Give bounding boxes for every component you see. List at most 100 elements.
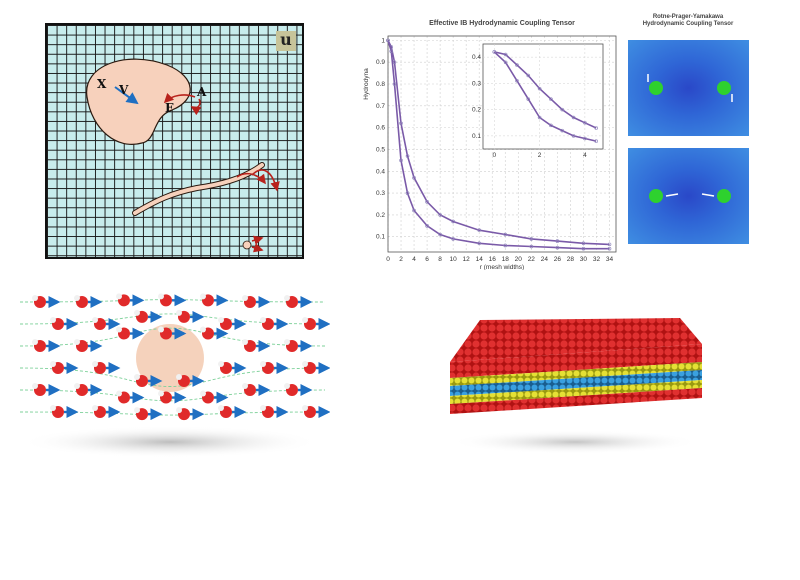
hydrogen-atom bbox=[50, 317, 56, 323]
inset-series-line bbox=[493, 51, 597, 142]
inset-y-tick-label: 0.3 bbox=[472, 80, 481, 87]
slab-front-blue bbox=[450, 370, 702, 396]
x-tick-label: 12 bbox=[463, 256, 471, 263]
sphere-left bbox=[649, 189, 663, 203]
hydrogen-atom bbox=[200, 293, 206, 300]
area-label: A bbox=[197, 85, 207, 99]
data-point bbox=[412, 208, 416, 213]
force-arrow bbox=[236, 172, 266, 185]
inset-y-tick-label: 0.4 bbox=[472, 54, 481, 61]
data-point bbox=[529, 237, 534, 241]
hydrogen-atom bbox=[50, 361, 56, 367]
data-point bbox=[477, 241, 481, 246]
force-arrow bbox=[251, 243, 264, 253]
data-point bbox=[425, 224, 429, 228]
y-tick-label: 0.7 bbox=[376, 103, 385, 110]
hydrogen-atom bbox=[302, 405, 308, 411]
data-point bbox=[594, 126, 599, 130]
sphere-right bbox=[717, 81, 731, 95]
hydrogen-atom bbox=[284, 295, 290, 301]
x-axis-label: r (mesh widths) bbox=[480, 264, 524, 270]
data-point bbox=[594, 139, 599, 143]
velocity-label: V bbox=[119, 83, 129, 97]
x-tick-label: 24 bbox=[541, 256, 549, 263]
hydrogen-atom bbox=[74, 295, 80, 301]
fiber-fill bbox=[133, 163, 264, 215]
data-point bbox=[581, 241, 586, 246]
hydrogen-atom bbox=[32, 295, 38, 301]
heatmap-title-line1: Rotne-Prager-Yamakawa bbox=[652, 14, 724, 20]
hydrogen-atom bbox=[218, 405, 224, 411]
data-point bbox=[555, 239, 560, 243]
heatmap-title-line2: Hydrodynamic Coupling Tensor bbox=[642, 21, 734, 27]
force-arrow bbox=[251, 169, 280, 192]
hydrogen-atom bbox=[176, 373, 182, 380]
hydrogen-atom bbox=[260, 361, 266, 367]
hydrogen-atom bbox=[158, 390, 164, 397]
inset-frame bbox=[482, 43, 604, 150]
data-point bbox=[537, 86, 542, 91]
data-point bbox=[515, 63, 519, 67]
x-tick-label: 32 bbox=[593, 256, 601, 263]
hydrogen-atom bbox=[242, 295, 248, 301]
series-line bbox=[387, 40, 610, 246]
force-arrow bbox=[163, 92, 196, 104]
hydrogen-atom bbox=[260, 317, 266, 323]
data-point bbox=[526, 97, 531, 101]
hydrogen-atom bbox=[176, 407, 182, 414]
sphere-right bbox=[717, 189, 731, 203]
hydrogen-atom bbox=[116, 390, 122, 397]
hydrogen-atom bbox=[242, 383, 248, 389]
streamline bbox=[19, 411, 326, 416]
hydrogen-atom bbox=[134, 309, 140, 316]
hydrogen-atom bbox=[74, 339, 80, 345]
hydrogen-atom bbox=[92, 405, 98, 411]
x-tick-label: 0 bbox=[386, 256, 390, 263]
lipid-bilayer-slab bbox=[440, 300, 710, 460]
force-arrow bbox=[251, 235, 264, 245]
data-point bbox=[451, 237, 455, 241]
x-tick-label: 30 bbox=[580, 256, 588, 263]
deformable-body bbox=[86, 58, 191, 145]
hydrogen-atom bbox=[32, 339, 38, 345]
data-point bbox=[451, 219, 455, 224]
series-line bbox=[387, 40, 610, 250]
data-point bbox=[425, 200, 429, 204]
hydrogen-atom bbox=[242, 339, 248, 345]
data-point bbox=[560, 128, 565, 133]
x-tick-label: 22 bbox=[528, 256, 536, 263]
flow-arrow bbox=[665, 193, 679, 197]
plot-frame bbox=[387, 35, 617, 253]
data-point bbox=[477, 228, 481, 232]
hydrogen-atom bbox=[176, 309, 182, 316]
streamline bbox=[19, 313, 326, 325]
y-tick-label: 0.5 bbox=[376, 146, 385, 153]
streamline bbox=[19, 327, 326, 347]
hydrogen-atom bbox=[134, 373, 140, 380]
x-tick-label: 18 bbox=[502, 256, 510, 263]
hydrogen-atom bbox=[32, 383, 38, 389]
slab-front-red-top bbox=[450, 344, 702, 378]
x-tick-label: 2 bbox=[399, 256, 403, 263]
slab-svg bbox=[450, 318, 702, 454]
y-axis-label: Hydrodyna bbox=[363, 68, 370, 100]
hydrogen-atom bbox=[92, 317, 98, 323]
hydrogen-atom bbox=[134, 407, 140, 414]
data-point bbox=[392, 82, 397, 86]
data-point bbox=[571, 134, 576, 138]
data-point bbox=[581, 246, 586, 251]
y-tick-label: 0.4 bbox=[376, 168, 385, 175]
data-point bbox=[405, 191, 410, 195]
data-point bbox=[529, 244, 534, 249]
x-tick-label: 14 bbox=[476, 256, 484, 263]
hydrogen-atom bbox=[200, 390, 206, 397]
data-point bbox=[515, 78, 519, 83]
data-point bbox=[386, 38, 390, 43]
streamline bbox=[19, 367, 326, 387]
heatmap-bottom bbox=[628, 148, 749, 244]
x-tick-label: 28 bbox=[567, 256, 575, 263]
hydrogen-atom bbox=[158, 326, 164, 333]
inset-y-tick-label: 0.2 bbox=[472, 107, 481, 114]
data-point bbox=[583, 136, 587, 141]
chart-svg: Effective IB Hydrodynamic Coupling Tenso… bbox=[363, 20, 617, 271]
